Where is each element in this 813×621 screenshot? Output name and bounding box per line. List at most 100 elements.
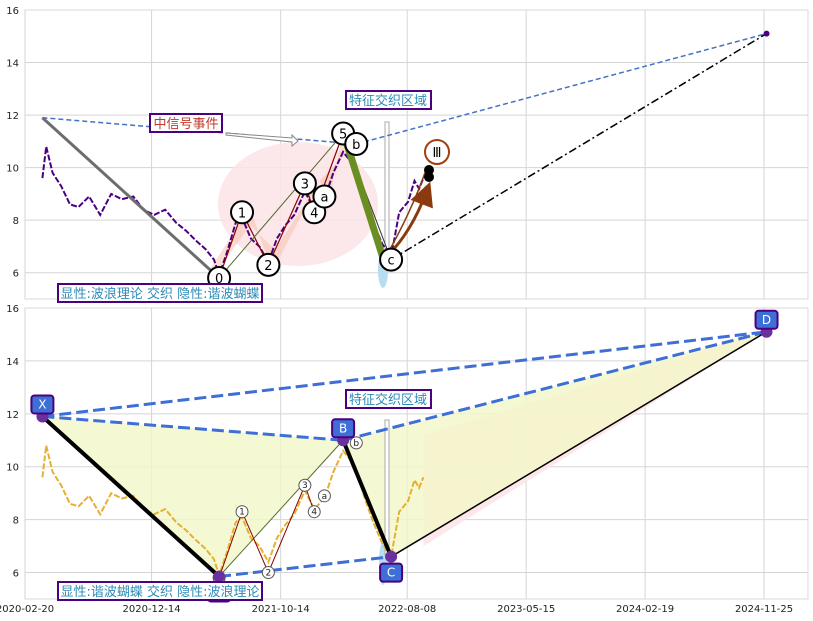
x-tick-label-0: 2020-02-20	[0, 604, 54, 615]
roman-circle	[424, 139, 450, 165]
bottom-wave-label-1: 1	[239, 508, 245, 518]
box-feature-bottom-frame	[345, 389, 432, 409]
top-line-0	[42, 116, 357, 145]
xabcd-box-C	[379, 562, 404, 583]
top-ytick-6: 6	[13, 269, 19, 280]
brown-trend-line	[384, 169, 427, 259]
roman-numeral: Ⅲ	[433, 146, 442, 161]
pink-ellipse-shade	[218, 142, 378, 266]
bottom-leg-ab	[218, 439, 344, 577]
wave-circle-2	[256, 252, 281, 277]
top-line-2	[390, 32, 767, 261]
xabcd-label-X: X	[38, 397, 46, 411]
vertical-rect-marker	[384, 121, 390, 256]
bottom-ytick-6: 6	[13, 569, 19, 580]
top-ytick-14: 14	[6, 59, 19, 70]
bottom-ytick-12: 12	[6, 410, 19, 421]
box-bottom-top-frame	[57, 283, 263, 303]
xabcd-label-C: C	[387, 566, 395, 580]
top-y-ticks: 6 8 10 12 14 16	[6, 6, 19, 280]
top-ytick-16: 16	[6, 6, 19, 17]
top-leg-x0	[41, 116, 221, 280]
top-structure-lines	[41, 32, 767, 280]
top-end-point	[763, 30, 770, 37]
x-tick-label-4: 2023-05-15	[497, 604, 555, 615]
bottom-ytick-14: 14	[6, 357, 19, 368]
top-wave-labels: 0 1 2 34 5 a b c	[207, 121, 404, 290]
wave-circle-1	[230, 200, 255, 225]
bottom-dash-bd	[342, 330, 767, 442]
bottom-structure-lines	[41, 330, 767, 579]
wave-label-1: 1	[238, 206, 246, 221]
bottom-wave-circle-1	[235, 505, 249, 519]
bottom-wave-circle-2	[261, 566, 275, 580]
xabcd-label-B: B	[339, 421, 347, 435]
top-line-1	[356, 32, 767, 145]
xabcd-box-X	[30, 394, 55, 415]
wave-label-4: 4	[310, 206, 318, 221]
bottom-wave-label-a: a	[322, 492, 328, 502]
black-dot-1	[424, 165, 434, 175]
bottom-wave-circle-3	[298, 478, 312, 492]
box-midsignal: 中信号事件	[153, 117, 218, 132]
x-tick-label-5: 2024-02-19	[616, 604, 674, 615]
bottom-leg-xa	[41, 414, 221, 578]
bottom-x-ticks: 2020-02-20 2020-12-14 2021-10-14 2022-08-08…	[0, 604, 793, 615]
xabcd-dot-A	[213, 570, 226, 583]
x-tick-label-6: 2024-11-25	[735, 604, 793, 615]
bottom-y-ticks: 6 8 10 12 14 16	[6, 304, 19, 580]
box-feature-bottom: 特征交织区域	[349, 392, 427, 408]
bottom-dash-xd	[42, 330, 767, 418]
bottom-wave-circle-b	[349, 436, 363, 450]
wave-label-c: c	[388, 254, 395, 269]
bottom-ytick-16: 16	[6, 304, 19, 315]
top-ytick-10: 10	[6, 164, 19, 175]
bottom-wave-label-b: b	[353, 439, 359, 449]
bottom-leg-cd	[390, 331, 767, 558]
box-midsignal-frame	[149, 113, 223, 133]
bottom-leg-bc	[341, 439, 393, 558]
pink-projection-area	[423, 331, 767, 547]
x-tick-label-3: 2022-08-08	[378, 604, 436, 615]
wave-label-2: 2	[264, 259, 272, 274]
vertical-rect-marker-bottom	[384, 419, 390, 556]
xabcd-label-D: D	[762, 313, 771, 327]
wave-label-b: b	[352, 138, 360, 153]
x-tick-label-1: 2020-12-14	[123, 604, 181, 615]
box-bottom-bottom: 显性:谐波蝴蝶 交织 隐性:波浪理论	[60, 584, 259, 600]
bottom-ytick-8: 8	[13, 516, 19, 527]
wave-circle-c	[379, 247, 404, 272]
black-dot-2	[424, 172, 434, 182]
wave-circle-a	[312, 184, 337, 209]
wave-label-5: 5	[339, 127, 347, 142]
bottom-ytick-10: 10	[6, 463, 19, 474]
bottom-wave-circle-a	[317, 489, 331, 503]
box-bottom-bottom-frame	[57, 581, 263, 601]
xabcd-dot-C	[385, 550, 398, 563]
bottom-dash-ac	[218, 555, 392, 579]
bottom-wave-label-2: 2	[265, 569, 271, 579]
xabcd-box-D	[754, 309, 779, 330]
bottom-wave-label-3: 3	[302, 481, 308, 491]
wave-label-3: 3	[301, 177, 309, 192]
box-feature-top: 特征交织区域	[349, 93, 427, 109]
top-ytick-12: 12	[6, 111, 19, 122]
yellow-triangle-xab	[42, 416, 344, 577]
x-tick-label-2: 2021-10-14	[252, 604, 310, 615]
box-bottom-top: 显性:波浪理论 交织 隐性:谐波蝴蝶	[60, 286, 259, 302]
yellow-triangle-bcd	[343, 331, 767, 557]
box-feature-top-frame	[345, 90, 432, 110]
bottom-wave-circle-4	[307, 505, 321, 519]
xabcd-box-B	[331, 418, 356, 439]
wave-label-0: 0	[215, 272, 223, 287]
wave-circle-b	[344, 131, 369, 156]
wave-circle-3	[292, 171, 317, 196]
top-ytick-8: 8	[13, 216, 19, 227]
callout-arrow	[225, 132, 299, 148]
wave-label-a: a	[320, 191, 328, 206]
top-leg-05	[218, 133, 344, 279]
bottom-wave-label-4: 4	[311, 508, 317, 518]
